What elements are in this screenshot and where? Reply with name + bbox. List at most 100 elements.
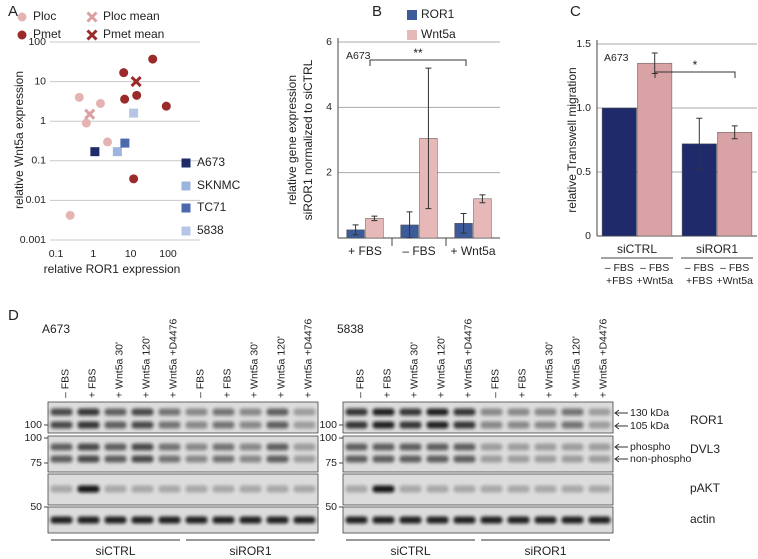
band bbox=[426, 421, 449, 429]
x-tick-label: + FBS bbox=[348, 244, 382, 258]
band bbox=[534, 485, 557, 493]
legend-label: Ploc mean bbox=[103, 9, 160, 23]
band bbox=[239, 443, 262, 451]
point bbox=[119, 68, 129, 78]
band bbox=[561, 455, 584, 463]
x-tick-label: 0.1 bbox=[49, 248, 64, 260]
panel-letter: C bbox=[570, 3, 581, 20]
mw-marker: 50 bbox=[30, 501, 42, 513]
x-tick-label: siROR1 bbox=[696, 242, 738, 256]
error-bar bbox=[371, 215, 378, 222]
band bbox=[507, 455, 530, 463]
band bbox=[426, 443, 449, 451]
error-bar bbox=[479, 194, 486, 204]
band bbox=[561, 485, 584, 493]
x-tick-label: + Wnt5a bbox=[450, 244, 495, 258]
y-tick-label: 10 bbox=[34, 75, 46, 87]
lane-label: + Wnt5a +D4476 bbox=[302, 318, 314, 398]
lane-label: + Wnt5a 30' bbox=[408, 342, 420, 398]
panel-letter: B bbox=[372, 3, 382, 20]
band bbox=[507, 408, 530, 416]
legend-marker bbox=[181, 181, 191, 191]
band bbox=[372, 516, 395, 524]
legend-label: 5838 bbox=[197, 223, 224, 237]
cell-line-label: 5838 bbox=[337, 322, 364, 336]
band bbox=[372, 443, 395, 451]
band bbox=[453, 408, 476, 416]
band bbox=[239, 421, 262, 429]
y-tick-label: 0.1 bbox=[31, 155, 46, 167]
mw-marker: 100 bbox=[24, 419, 42, 431]
band bbox=[50, 421, 73, 429]
band bbox=[453, 516, 476, 524]
lane-label: + Wnt5a 120' bbox=[275, 336, 287, 398]
band bbox=[507, 421, 530, 429]
band bbox=[158, 443, 181, 451]
panel-letter: D bbox=[8, 307, 19, 324]
chart-title: A673 bbox=[346, 50, 371, 62]
legend-marker bbox=[407, 10, 417, 20]
band bbox=[372, 455, 395, 463]
band bbox=[212, 485, 235, 493]
y-tick-label: 1.0 bbox=[576, 102, 591, 114]
point bbox=[120, 94, 130, 104]
band bbox=[185, 516, 208, 524]
significance-label: ** bbox=[413, 46, 423, 60]
point bbox=[161, 101, 171, 111]
band bbox=[104, 443, 127, 451]
band bbox=[131, 408, 154, 416]
legend-label: Ploc bbox=[33, 9, 56, 23]
band bbox=[293, 443, 316, 451]
band-name: DVL3 bbox=[690, 442, 720, 456]
band bbox=[588, 455, 611, 463]
band bbox=[534, 443, 557, 451]
lane-label: + Wnt5a +D4476 bbox=[167, 318, 179, 398]
legend-label: Wnt5a bbox=[421, 27, 456, 41]
lane-label: – FBS bbox=[354, 369, 366, 398]
lane-label: + Wnt5a 30' bbox=[248, 342, 260, 398]
panel-letter: A bbox=[8, 3, 18, 20]
band bbox=[158, 408, 181, 416]
cell-line-label: A673 bbox=[42, 322, 70, 336]
lane-label: – FBS bbox=[194, 369, 206, 398]
lane-label: – FBS bbox=[59, 369, 71, 398]
point bbox=[112, 147, 122, 157]
band bbox=[453, 443, 476, 451]
legend-marker bbox=[407, 30, 417, 40]
group-label: siCTRL bbox=[95, 544, 135, 558]
band bbox=[212, 516, 235, 524]
x-tick-label: 10 bbox=[125, 248, 137, 260]
bar-label: +FBS bbox=[606, 275, 633, 287]
band bbox=[158, 421, 181, 429]
band bbox=[561, 408, 584, 416]
band bbox=[345, 455, 368, 463]
chart-title: A673 bbox=[604, 52, 629, 64]
bar bbox=[637, 62, 673, 237]
x-tick-label: 100 bbox=[159, 248, 177, 260]
band bbox=[104, 408, 127, 416]
band bbox=[104, 421, 127, 429]
band bbox=[426, 485, 449, 493]
band bbox=[50, 443, 73, 451]
band bbox=[158, 455, 181, 463]
group-label: siCTRL bbox=[390, 544, 430, 558]
y-axis-label: relative Wnt5a expression bbox=[12, 71, 26, 209]
band bbox=[185, 443, 208, 451]
x-tick-label: 1 bbox=[90, 248, 96, 260]
band bbox=[212, 443, 235, 451]
significance-bracket bbox=[369, 59, 467, 66]
error-bar bbox=[406, 211, 413, 239]
band-name: actin bbox=[690, 512, 715, 526]
band bbox=[480, 516, 503, 524]
mw-marker: 75 bbox=[325, 457, 337, 469]
legend-marker bbox=[181, 158, 191, 168]
band bbox=[345, 443, 368, 451]
band bbox=[399, 421, 422, 429]
x-tick-label: – FBS bbox=[402, 244, 435, 258]
band bbox=[158, 485, 181, 493]
bar-label: – FBS bbox=[640, 262, 669, 274]
point bbox=[90, 147, 100, 157]
band bbox=[50, 485, 73, 493]
bar bbox=[601, 107, 637, 237]
